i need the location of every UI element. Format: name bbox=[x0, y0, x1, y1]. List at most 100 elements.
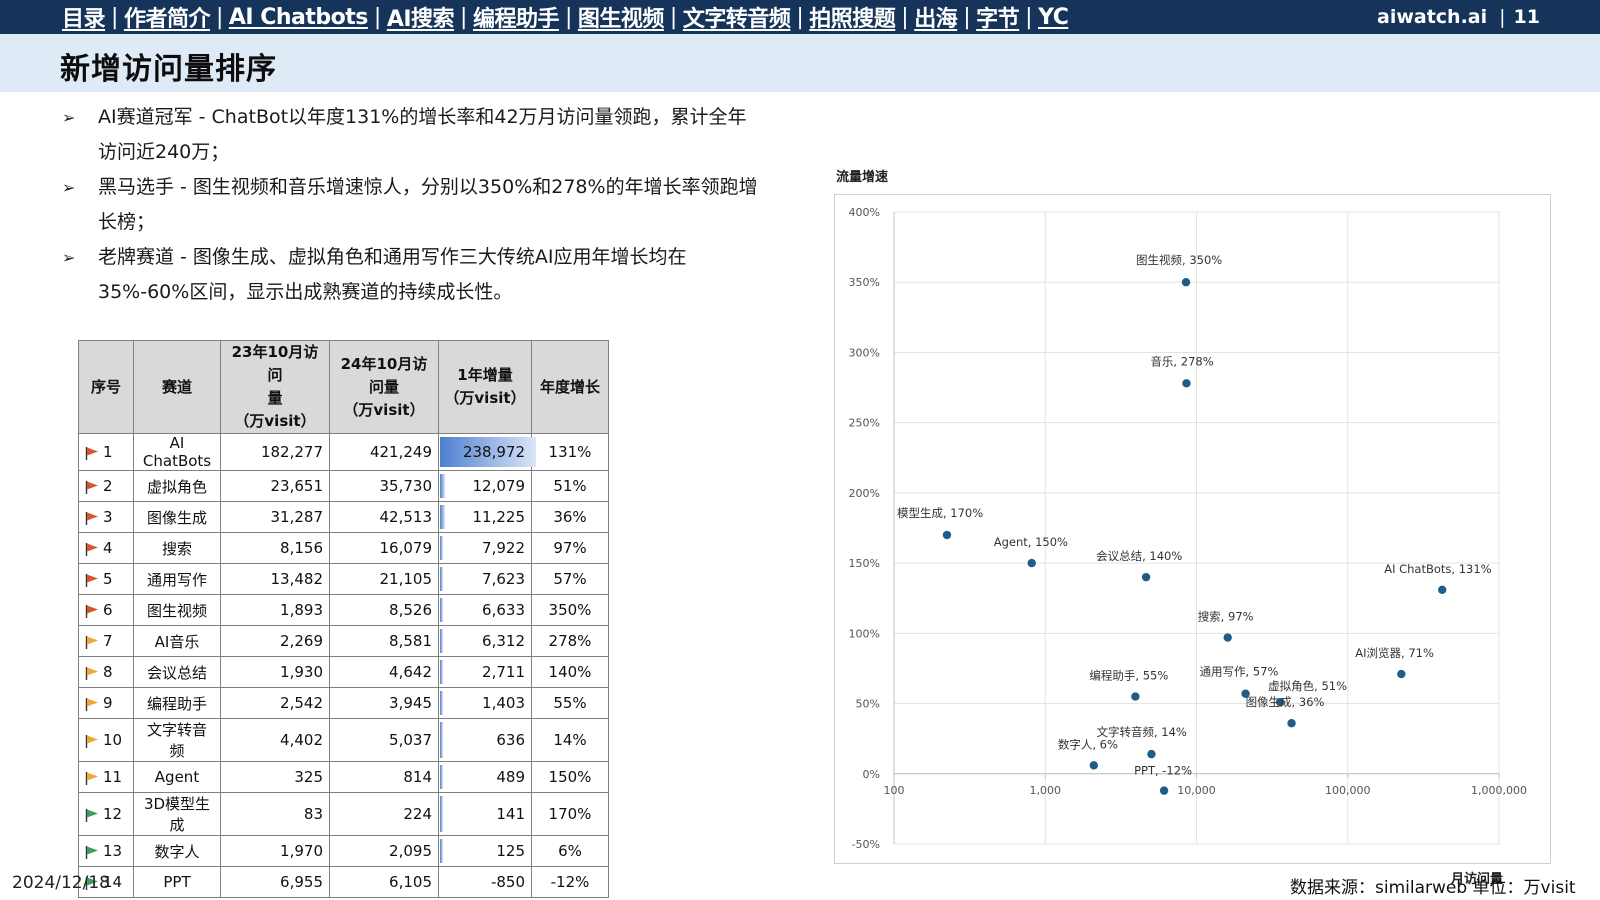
flag-icon bbox=[85, 573, 98, 587]
table-header-cell[interactable]: 1年增量 （万visit） bbox=[438, 340, 532, 434]
rank-cell: 6 bbox=[78, 594, 134, 626]
visits-2023-cell: 83 bbox=[220, 792, 330, 836]
page-title: 新增访问量排序 bbox=[60, 52, 277, 87]
page-number: 11 bbox=[1513, 6, 1540, 28]
visits-2023-cell: 1,930 bbox=[220, 656, 330, 688]
y-tick-label: 350% bbox=[849, 276, 880, 289]
table-row[interactable]: 4 搜索 8,156 16,079 7,922 97% bbox=[78, 532, 609, 564]
table-row[interactable]: 5 通用写作 13,482 21,105 7,623 57% bbox=[78, 563, 609, 595]
table-header-cell[interactable]: 24年10月访 问量 （万visit） bbox=[329, 340, 439, 434]
visits-2023-cell: 1,970 bbox=[220, 835, 330, 867]
x-tick-label: 10,000 bbox=[1177, 784, 1216, 797]
visits-2023-cell: 13,482 bbox=[220, 563, 330, 595]
rank-number: 3 bbox=[103, 508, 113, 526]
nav-item-3[interactable]: AI搜索 bbox=[386, 7, 455, 32]
x-tick-label: 1,000,000 bbox=[1471, 784, 1527, 797]
data-bar bbox=[440, 474, 445, 498]
nav-item-2[interactable]: AI Chatbots bbox=[228, 4, 369, 30]
rank-cell: 3 bbox=[78, 501, 134, 533]
nav-item-0[interactable]: 目录 bbox=[62, 7, 106, 32]
nav-item-1[interactable]: 作者简介 bbox=[123, 7, 211, 32]
table-header-cell[interactable]: 赛道 bbox=[133, 340, 221, 434]
track-cell: PPT bbox=[133, 866, 221, 898]
point-label: 通用写作, 57% bbox=[1200, 665, 1279, 679]
scatter-point bbox=[1182, 379, 1191, 388]
visits-2023-cell: 2,542 bbox=[220, 687, 330, 719]
flag-icon bbox=[85, 808, 98, 822]
visits-2024-cell: 814 bbox=[329, 761, 439, 793]
nav-menu: 目录 | 作者简介 | AI Chatbots | AI搜索 | 编程助手 | 图生视频 | 文字转音频… bbox=[62, 0, 1069, 34]
data-bar bbox=[440, 839, 443, 863]
increase-cell: -850 bbox=[438, 866, 532, 898]
increase-value: 636 bbox=[496, 731, 525, 749]
chart-x-axis-label: 月访问量 bbox=[1451, 872, 1504, 887]
track-cell: 数字人 bbox=[133, 835, 221, 867]
nav-item-5[interactable]: 图生视频 bbox=[577, 7, 665, 32]
data-bar bbox=[440, 437, 536, 467]
table-row[interactable]: 7 AI音乐 2,269 8,581 6,312 278% bbox=[78, 625, 609, 657]
increase-cell: 238,972 bbox=[438, 433, 536, 471]
point-label: 虚拟角色, 51% bbox=[1268, 679, 1347, 693]
visits-2024-cell: 3,945 bbox=[329, 687, 439, 719]
nav-item-10[interactable]: YC bbox=[1038, 4, 1069, 30]
increase-value: 7,623 bbox=[482, 570, 525, 588]
track-cell: AI ChatBots bbox=[133, 433, 221, 471]
table-row[interactable]: 12 3D模型生成 83 224 141 170% bbox=[78, 792, 609, 836]
track-cell: 3D模型生成 bbox=[133, 792, 221, 836]
increase-value: 11,225 bbox=[472, 508, 526, 526]
flag-icon bbox=[85, 845, 98, 859]
rank-cell: 1 bbox=[78, 433, 134, 471]
increase-value: 125 bbox=[496, 842, 525, 860]
table-header-cell[interactable]: 23年10月访问量（万visit） bbox=[220, 340, 330, 434]
data-bar bbox=[440, 722, 443, 758]
table-row[interactable]: 10 文字转音频 4,402 5,037 636 14% bbox=[78, 718, 609, 762]
table-row[interactable]: 9 编程助手 2,542 3,945 1,403 55% bbox=[78, 687, 609, 719]
table-row[interactable]: 8 会议总结 1,930 4,642 2,711 140% bbox=[78, 656, 609, 688]
point-label: 图生视频, 350% bbox=[1136, 253, 1222, 267]
table-header-cell[interactable]: 年度增长 bbox=[531, 340, 609, 434]
bullet-item: ➢ 黑马选手 - 图生视频和音乐增速惊人，分别以350%和278%的年增长率领跑增… bbox=[60, 170, 760, 240]
track-cell: 通用写作 bbox=[133, 563, 221, 595]
rank-number: 7 bbox=[103, 632, 113, 650]
track-cell: 图像生成 bbox=[133, 501, 221, 533]
table-row[interactable]: 14 PPT 6,955 6,105 -850 -12% bbox=[78, 866, 609, 898]
nav-item-8[interactable]: 出海 bbox=[914, 7, 958, 32]
flag-icon bbox=[85, 604, 98, 618]
bullet-item: ➢ AI赛道冠军 - ChatBot以年度131%的增长率和42万月访问量领跑，累… bbox=[60, 100, 760, 170]
table-row[interactable]: 3 图像生成 31,287 42,513 11,225 36% bbox=[78, 501, 609, 533]
table-row[interactable]: 1 AI ChatBots 182,277 421,249 238,972 131% bbox=[78, 433, 609, 471]
table-row[interactable]: 13 数字人 1,970 2,095 125 6% bbox=[78, 835, 609, 867]
rank-cell: 2 bbox=[78, 470, 134, 502]
nav-separator: | bbox=[796, 4, 804, 30]
table-header-cell[interactable]: 序号 bbox=[78, 340, 134, 434]
table-row[interactable]: 2 虚拟角色 23,651 35,730 12,079 51% bbox=[78, 470, 609, 502]
rank-number: 11 bbox=[103, 768, 123, 786]
growth-cell: 51% bbox=[531, 470, 609, 502]
visits-2023-cell: 182,277 bbox=[220, 433, 330, 471]
nav-item-7[interactable]: 拍照搜题 bbox=[809, 7, 896, 32]
rank-number: 9 bbox=[103, 694, 113, 712]
x-tick-label: 100,000 bbox=[1325, 784, 1371, 797]
scatter-chart: -50% 0% 50% 100% 150% 200% 250% 300% 350% 400% 100… bbox=[849, 206, 1527, 851]
point-label: 音乐, 278% bbox=[1150, 354, 1213, 368]
track-cell: AI音乐 bbox=[133, 625, 221, 657]
brand-name[interactable]: aiwatch.ai bbox=[1377, 6, 1488, 28]
visits-2024-cell: 224 bbox=[329, 792, 439, 836]
scatter-point bbox=[1141, 572, 1151, 582]
nav-item-9[interactable]: 字节 bbox=[976, 7, 1020, 32]
table-row[interactable]: 6 图生视频 1,893 8,526 6,633 350% bbox=[78, 594, 609, 626]
rank-number: 14 bbox=[103, 873, 123, 891]
table-row[interactable]: 11 Agent 325 814 489 150% bbox=[78, 761, 609, 793]
track-cell: 图生视频 bbox=[133, 594, 221, 626]
growth-cell: 55% bbox=[531, 687, 609, 719]
nav-item-4[interactable]: 编程助手 bbox=[472, 7, 560, 32]
y-tick-label: 150% bbox=[849, 557, 880, 570]
chart-y-axis-label: 流量增速 bbox=[836, 170, 889, 185]
rank-cell: 8 bbox=[78, 656, 134, 688]
nav-item-6[interactable]: 文字转音频 bbox=[682, 7, 791, 32]
visits-2023-cell: 4,402 bbox=[220, 718, 330, 762]
point-label: 图像生成, 36% bbox=[1246, 695, 1325, 709]
nav-separator: | bbox=[901, 4, 909, 30]
data-bar bbox=[440, 796, 443, 832]
visits-2024-cell: 35,730 bbox=[329, 470, 439, 502]
